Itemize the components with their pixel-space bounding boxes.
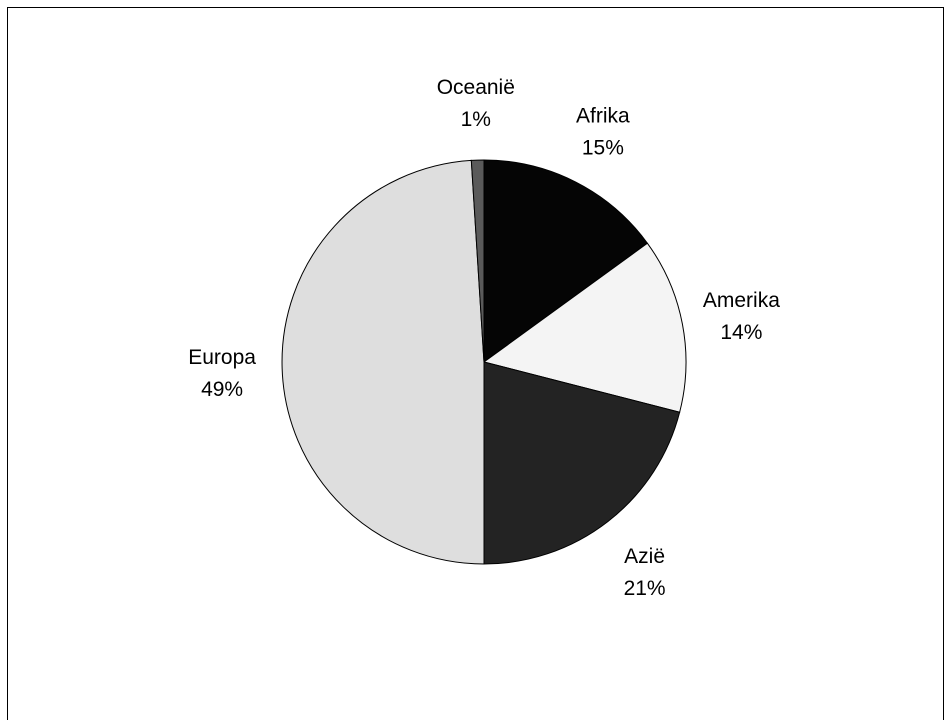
slice-label-percent: 21% [624,577,666,600]
pie-labels: Afrika 15% Amerika 14% Azië 21% Europa 49% Ocean… [188,76,780,600]
slice-label-name: Azië [624,545,665,568]
slice-label-oceanie: Oceanië 1% [437,76,515,131]
slice-label-percent: 1% [461,108,491,131]
slice-label-name: Europa [188,346,256,369]
slice-label-percent: 49% [201,378,243,401]
slice-label-amerika: Amerika 14% [703,289,780,344]
slice-label-name: Afrika [576,105,630,128]
slice-label-afrika: Afrika 15% [576,105,630,160]
slice-label-percent: 15% [582,137,624,160]
slice-label-name: Oceanië [437,76,515,99]
pie-slices [281,159,687,565]
pie-slice-afrika [483,159,649,363]
slice-label-percent: 14% [720,321,762,344]
pie-slice-oceanie [470,159,485,363]
slice-label-name: Amerika [703,289,780,312]
slice-label-europa: Europa 49% [188,346,256,401]
pie-slice-europa [281,159,485,565]
pie-slice-azie [483,361,681,565]
pie-slice-amerika [482,242,687,413]
slice-label-azie: Azië 21% [624,545,666,600]
